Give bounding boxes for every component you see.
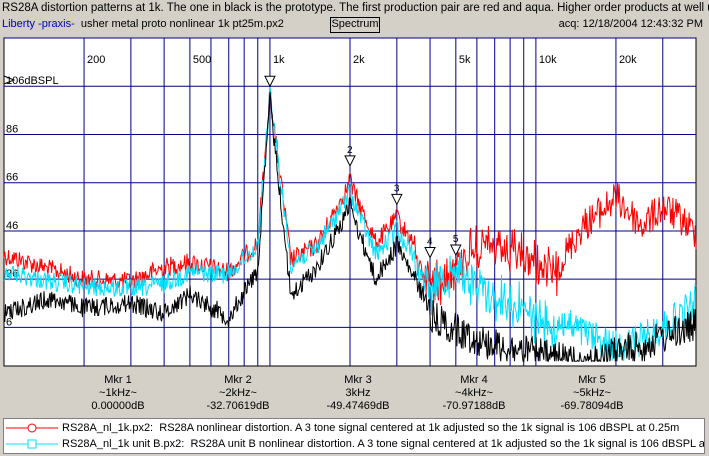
marker-2[interactable]: Mkr 2 ~2kHz~ -32.70619dB — [188, 374, 288, 413]
legend-text-red: RS28A_nl_1k.px2: RS28A nonlinear distort… — [62, 420, 679, 436]
x-tick-label: 200 — [87, 54, 105, 66]
marker-number-label: 2 — [347, 145, 353, 156]
x-tick-label: 10k — [539, 54, 557, 66]
file-info: Liberty -praxis- usher metal proto nonli… — [2, 18, 284, 30]
x-tick-label: 500 — [193, 54, 211, 66]
legend-swatch-red — [6, 423, 58, 433]
marker-number-label: 5 — [453, 234, 459, 245]
window-title: RS28A distortion patterns at 1k. The one… — [0, 0, 709, 17]
series-group — [3, 86, 697, 363]
legend-name-aqua: RS28A_nl_1k unit B.px2: — [62, 438, 185, 450]
circle-marker-icon — [27, 423, 37, 433]
marker-4[interactable]: Mkr 4 ~4kHz~ -70.97188dB — [424, 374, 524, 413]
legend-row-aqua[interactable]: RS28A_nl_1k unit B.px2: RS28A unit B non… — [4, 436, 704, 452]
marker-3[interactable]: Mkr 3 3kHz -49.47469dB — [308, 374, 408, 413]
legend-desc-red: RS28A nonlinear distortion. A 3 tone sig… — [159, 422, 680, 434]
y-tick-label: 106dBSPL — [6, 75, 59, 87]
marker-2-value: -32.70619dB — [206, 400, 270, 412]
marker-2-freq: ~2kHz~ — [219, 387, 257, 399]
header-bar: Liberty -praxis- usher metal proto nonli… — [0, 17, 709, 34]
marker-2-label: Mkr 2 — [224, 374, 252, 386]
marker-4-label: Mkr 4 — [460, 374, 488, 386]
marker-3-label: Mkr 3 — [344, 374, 372, 386]
marker-4-value: -70.97188dB — [442, 400, 506, 412]
marker-3-value: -49.47469dB — [326, 400, 390, 412]
x-tick-label: 2k — [353, 54, 365, 66]
x-tick-labels: 200 500 1k 2k 5k 10k 20k — [87, 54, 637, 66]
marker-triangle-icon — [424, 246, 436, 259]
legend-text-aqua: RS28A_nl_1k unit B.px2: RS28A unit B non… — [62, 436, 704, 452]
y-tick-label: 86 — [6, 123, 18, 135]
marker-readouts: Mkr 1 ~1kHz~ 0.00000dB Mkr 2 ~2kHz~ -32.… — [0, 372, 709, 414]
reference-arrow-icon — [3, 75, 16, 85]
marker-points: 2 3 4 5 — [264, 75, 462, 259]
legend-swatch-aqua — [6, 439, 58, 449]
marker-triangle-icon — [391, 193, 403, 206]
grid — [4, 37, 696, 366]
series-line — [3, 91, 697, 363]
marker-4-freq: ~4kHz~ — [455, 387, 493, 399]
y-tick-label: 46 — [6, 220, 18, 232]
legend-row-red[interactable]: RS28A_nl_1k.px2: RS28A nonlinear distort… — [4, 420, 704, 436]
legend-name-red: RS28A_nl_1k.px2: — [62, 422, 154, 434]
brand-label: Liberty -praxis- — [2, 18, 75, 30]
x-tick-label: 20k — [619, 54, 637, 66]
marker-number-label: 3 — [394, 183, 400, 194]
marker-5-value: -69.78094dB — [560, 400, 624, 412]
file-name: usher metal proto nonlinear 1k pt25m.px2 — [80, 18, 284, 30]
marker-5[interactable]: Mkr 5 ~5kHz~ -69.78094dB — [542, 374, 642, 413]
legend: RS28A_nl_1k.px2: RS28A nonlinear distort… — [3, 418, 705, 454]
square-marker-icon — [27, 439, 37, 449]
spectrum-button[interactable]: Spectrum — [330, 17, 380, 33]
y-tick-label: 66 — [6, 172, 18, 184]
series-line — [3, 86, 697, 362]
marker-5-freq: ~5kHz~ — [573, 387, 611, 399]
marker-1[interactable]: Mkr 1 ~1kHz~ 0.00000dB — [68, 374, 168, 413]
x-tick-label: 1k — [273, 54, 285, 66]
marker-5-label: Mkr 5 — [578, 374, 606, 386]
marker-1-freq: ~1kHz~ — [99, 387, 137, 399]
marker-number-label: 4 — [427, 236, 433, 247]
marker-1-value: 0.00000dB — [91, 400, 145, 412]
acquisition-timestamp: acq: 12/18/2004 12:43:32 PM — [558, 18, 703, 30]
marker-triangle-icon — [450, 244, 462, 257]
y-tick-label: 6 — [6, 316, 12, 328]
marker-triangle-icon — [344, 155, 356, 167]
x-tick-label: 5k — [459, 54, 471, 66]
marker-1-label: Mkr 1 — [104, 374, 132, 386]
marker-3-freq: 3kHz — [345, 387, 371, 399]
marker-triangle-icon — [264, 75, 276, 88]
legend-desc-aqua: RS28A unit B nonlinear distortion. A 3 t… — [190, 438, 704, 450]
